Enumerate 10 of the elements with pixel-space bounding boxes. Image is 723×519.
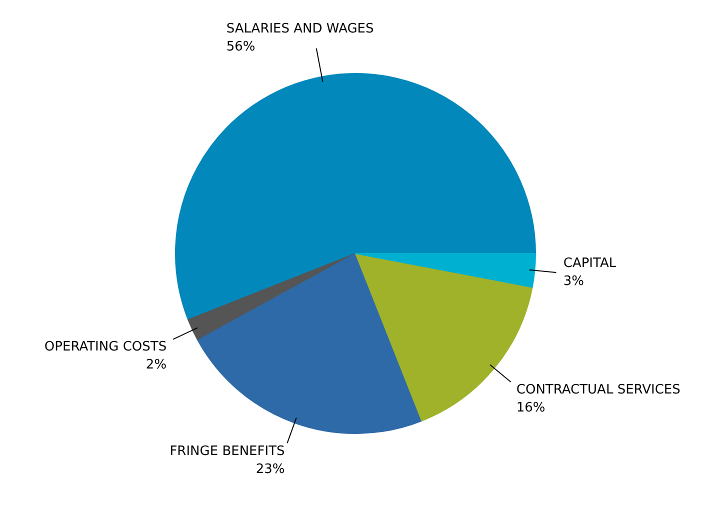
slice-label: CAPITAL [563, 256, 617, 272]
slice-label: FRINGE BENEFITS [170, 444, 285, 460]
data-label: 23% [256, 462, 285, 478]
slice-label: CONTRACTUAL SERVICES [516, 382, 680, 398]
data-label: 56% [226, 40, 256, 55]
data-label: 16% [516, 400, 546, 416]
data-label: 3% [563, 274, 584, 290]
slice-label: OPERATING COSTS [44, 340, 167, 355]
slice-label: SALARIES AND WAGES [226, 22, 374, 37]
data-label: 2% [146, 358, 167, 373]
